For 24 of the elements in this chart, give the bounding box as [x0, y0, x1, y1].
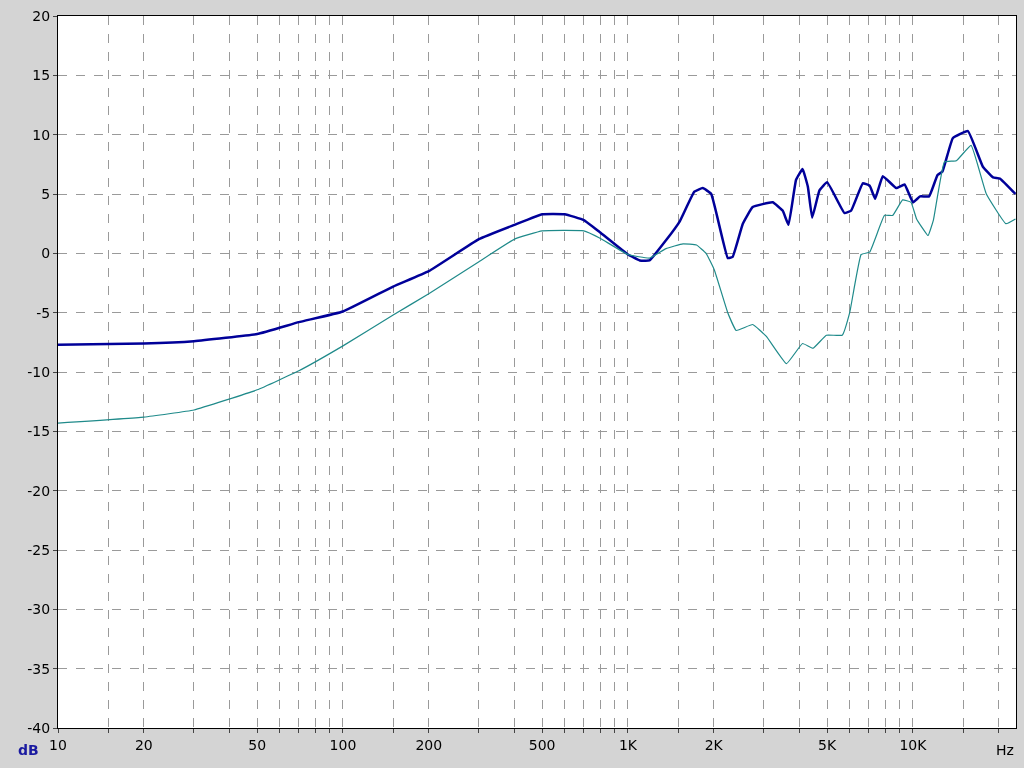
x-tick-label: 5K	[818, 736, 837, 753]
x-tick-label: 2K	[704, 736, 724, 753]
y-tick-label: 10	[32, 126, 51, 143]
y-tick-label: -25	[27, 541, 51, 558]
y-tick-label: 0	[41, 245, 51, 262]
y-axis-title: dB	[18, 742, 39, 758]
y-tick-label: -15	[27, 423, 51, 440]
y-tick-label: 5	[41, 185, 51, 202]
y-tick-label: -35	[27, 660, 51, 677]
x-axis-title: Hz	[996, 742, 1014, 758]
y-tick-label: -20	[27, 482, 51, 499]
y-tick-label: 15	[32, 67, 51, 84]
y-tick-label: -40	[27, 719, 51, 736]
x-tick-label: 500	[528, 736, 556, 753]
x-tick-label: 20	[134, 736, 153, 753]
x-tick-label: 200	[415, 736, 443, 753]
y-tick-label: -30	[27, 601, 51, 618]
y-tick-label: -10	[27, 363, 51, 380]
y-tick-label: -5	[36, 304, 51, 321]
y-tick-label: 20	[32, 7, 51, 24]
x-tick-label: 100	[329, 736, 357, 753]
x-tick-label: 1K	[618, 736, 638, 753]
x-tick-label: 50	[248, 736, 267, 753]
x-tick-label: 10K	[899, 736, 928, 753]
